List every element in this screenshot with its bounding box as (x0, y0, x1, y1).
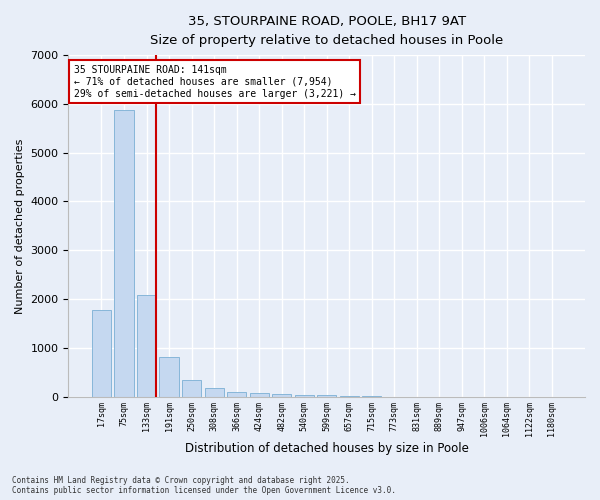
Text: Contains HM Land Registry data © Crown copyright and database right 2025.
Contai: Contains HM Land Registry data © Crown c… (12, 476, 396, 495)
Bar (227, 392, 246, 396)
Bar (272, 394, 291, 396)
Bar (137, 294, 156, 396)
Title: 35, STOURPAINE ROAD, POOLE, BH17 9AT
Size of property relative to detached house: 35, STOURPAINE ROAD, POOLE, BH17 9AT Siz… (150, 15, 503, 47)
Text: 35 STOURPAINE ROAD: 141sqm
← 71% of detached houses are smaller (7,954)
29% of s: 35 STOURPAINE ROAD: 141sqm ← 71% of deta… (74, 66, 356, 98)
Bar (115, 110, 134, 397)
Bar (317, 395, 336, 396)
Bar (92, 310, 111, 396)
Bar (205, 388, 224, 396)
X-axis label: Distribution of detached houses by size in Poole: Distribution of detached houses by size … (185, 442, 469, 455)
Bar (295, 394, 314, 396)
Bar (160, 356, 179, 397)
Y-axis label: Number of detached properties: Number of detached properties (15, 138, 25, 314)
Bar (250, 393, 269, 396)
Bar (182, 380, 201, 396)
